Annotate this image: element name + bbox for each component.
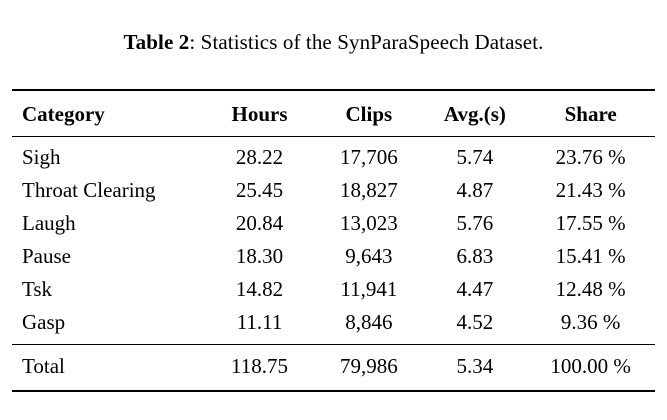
cell-hours: 14.82: [235, 277, 284, 301]
cell-share: 23.76 %: [555, 145, 626, 169]
cell-clips: 18,827: [339, 178, 398, 202]
cell-avg: 6.83: [456, 244, 494, 268]
header-share: Share: [526, 90, 655, 137]
cell-clips: 13,023: [339, 211, 398, 235]
cell-hours: 28.22: [235, 145, 284, 169]
cell-category: Throat Clearing: [22, 178, 156, 202]
header-hours: Hours: [204, 90, 315, 137]
cell-share: 15.41 %: [555, 244, 626, 268]
cell-share: 9.36 %: [560, 310, 621, 334]
table-row: Sigh 28.22 17,706 5.74 23.76 %: [12, 137, 655, 175]
cell-category: Pause: [22, 244, 71, 268]
cell-clips: 9,643: [345, 244, 393, 268]
cell-share: 17.55 %: [555, 211, 626, 235]
statistics-table: Category Hours Clips Avg.(s) Share Sigh …: [12, 89, 655, 392]
cell-avg: 5.76: [456, 211, 494, 235]
cell-avg: 4.52: [456, 310, 494, 334]
cell-clips: 17,706: [339, 145, 398, 169]
cell-share: 12.48 %: [555, 277, 626, 301]
table-row: Pause 18.30 9,643 6.83 15.41 %: [12, 240, 655, 273]
cell-share-total: 100.00 %: [526, 344, 655, 391]
cell-category: Sigh: [22, 145, 61, 169]
header-category: Category: [12, 90, 205, 137]
cell-share: 21.43 %: [555, 178, 626, 202]
cell-hours-total: 118.75: [204, 344, 315, 391]
cell-hours: 25.45: [235, 178, 284, 202]
table-row: Throat Clearing 25.45 18,827 4.87 21.43 …: [12, 174, 655, 207]
cell-category: Gasp: [22, 310, 66, 334]
cell-clips: 11,941: [340, 277, 398, 301]
header-avg: Avg.(s): [423, 90, 527, 137]
cell-hours: 18.30: [235, 244, 284, 268]
table-caption: Table 2: Statistics of the SynParaSpeech…: [0, 0, 667, 55]
cell-avg: 4.87: [456, 178, 494, 202]
table-caption-text: : Statistics of the SynParaSpeech Datase…: [189, 30, 544, 54]
cell-category-total: Total: [12, 344, 205, 391]
table-row: Gasp 11.11 8,846 4.52 9.36 %: [12, 306, 655, 345]
table-row: Tsk 14.82 11,941 4.47 12.48 %: [12, 273, 655, 306]
cell-hours: 20.84: [235, 211, 284, 235]
cell-avg-total: 5.34: [423, 344, 527, 391]
cell-avg: 5.74: [456, 145, 494, 169]
cell-category: Laugh: [22, 211, 76, 235]
table-caption-label: Table 2: [123, 30, 190, 54]
table-total-row: Total 118.75 79,986 5.34 100.00 %: [12, 344, 655, 391]
cell-hours: 11.11: [236, 310, 283, 334]
cell-clips: 8,846: [345, 310, 393, 334]
header-clips: Clips: [314, 90, 424, 137]
table-row: Laugh 20.84 13,023 5.76 17.55 %: [12, 207, 655, 240]
cell-clips-total: 79,986: [314, 344, 424, 391]
cell-category: Tsk: [22, 277, 53, 301]
table-header-row: Category Hours Clips Avg.(s) Share: [12, 90, 655, 137]
cell-avg: 4.47: [456, 277, 494, 301]
